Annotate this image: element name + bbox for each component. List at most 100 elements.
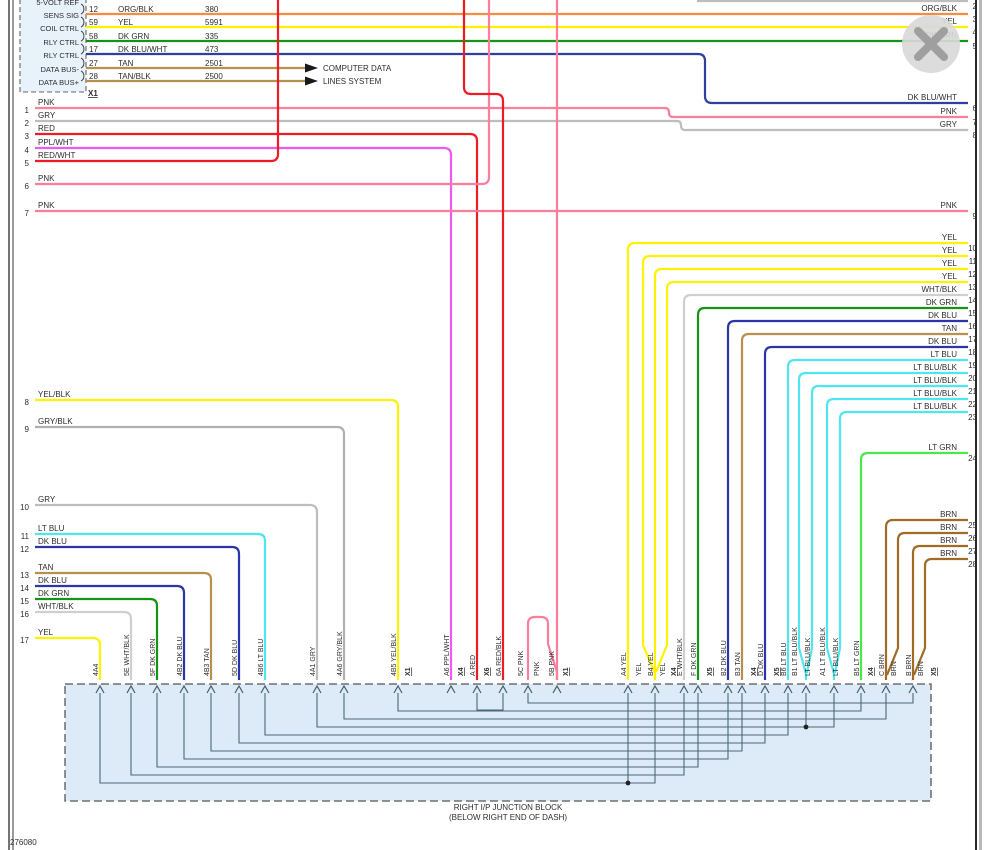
bottom-pin-label: E WHT/BLK: [677, 638, 684, 676]
bottom-pin-label: A RED: [470, 655, 477, 676]
junction-block: RIGHT I/P JUNCTION BLOCK (BELOW RIGHT EN…: [64, 683, 932, 822]
pcm-pin-brackets: [80, 3, 85, 82]
bottom-pin-label: 6A RED/BLK: [496, 636, 503, 676]
bus-jumper: [476, 693, 504, 711]
pcm-pin-number: 17: [89, 45, 98, 54]
bus-line: [99, 693, 656, 784]
wire-dkblu-r16: [726, 319, 968, 680]
wire-pnk-1: [35, 106, 968, 119]
pcm-label: RLY CTRL: [43, 51, 79, 60]
bus-line: [183, 693, 729, 760]
bottom-pin-label: 4A4: [93, 663, 100, 676]
pcm-label: DATA BUS+: [39, 78, 80, 87]
wire-dkblu-14: [35, 584, 186, 680]
bottom-pin-label: YEL: [636, 663, 643, 676]
pin-number: 28: [968, 560, 977, 569]
wire-whtblk-r14: [682, 293, 968, 680]
wire-yel-r13: [654, 280, 968, 673]
bottom-pin-label: B1 LT BLU/BLK: [792, 627, 799, 676]
junction-block-caption: RIGHT I/P JUNCTION BLOCK: [454, 803, 563, 812]
wire-yel-17: [35, 636, 102, 680]
wire-color-label: WHT/BLK: [921, 285, 957, 294]
pin-number: 5: [25, 159, 30, 168]
close-icon[interactable]: [914, 27, 948, 61]
bus-line: [210, 693, 743, 752]
pin-number: 12: [968, 270, 977, 279]
bottom-pin-label: 4B2 DK BLU: [177, 636, 184, 676]
wire-brn-r27: [911, 544, 968, 680]
bottom-pin-label: 5F DK GRN: [150, 639, 157, 676]
wire-brn-r25: [884, 518, 968, 680]
bottom-pin-label: D DK BLU: [758, 644, 765, 676]
pin-number: 1: [25, 106, 30, 115]
wire-color-label: PPL/WHT: [38, 138, 74, 147]
bottom-pin-label: 5C PNK: [518, 650, 525, 676]
pin-number: 4: [973, 28, 978, 37]
wire-color-label: BRN: [940, 510, 957, 519]
wire-redwht-5: [35, 0, 280, 163]
pin-number: 7: [973, 118, 978, 127]
bottom-pin-label: B5 LT GRN: [854, 640, 861, 676]
wire-redblk-top: [462, 0, 505, 680]
pin-number: 23: [968, 413, 977, 422]
connector-label: X5: [774, 667, 781, 676]
pcm-pin-number: 27: [89, 59, 98, 68]
pin-number: 27: [968, 547, 977, 556]
wire-dkbluwht-473: [86, 52, 968, 105]
right-pin-annotations: 2 3 ORG/BLK 4 YEL 5 DK GRN 6 DK BLU/WHT 7 PNK…: [908, 2, 978, 569]
wire-dkgrn-r15: [696, 306, 968, 680]
connector-label: X1: [563, 667, 570, 676]
pin-number: 9: [25, 425, 30, 434]
wire-color-label: TAN: [118, 59, 134, 68]
bottom-pin-label: B3 TAN: [735, 652, 742, 676]
pin-number: 2: [973, 2, 978, 11]
wire-color-label: YEL: [118, 18, 134, 27]
circuit-number: 2501: [205, 59, 223, 68]
pin-number: 17: [968, 335, 977, 344]
bottom-pin-label: LT BLU/BLK: [833, 637, 840, 676]
connector-id-x1: X1: [88, 89, 98, 98]
bottom-pin-label: 4A6 GRY/BLK: [337, 631, 344, 676]
wire-yelblk-8: [35, 398, 400, 680]
pcm-label: RLY CTRL: [43, 38, 79, 47]
pin-number: 6: [25, 182, 30, 191]
bus-line: [156, 693, 699, 768]
wire-color-label: DK GRN: [118, 32, 149, 41]
wire-color-label: DK BLU: [38, 537, 67, 546]
wire-color-label: RED/WHT: [38, 151, 75, 160]
bus-line: [264, 693, 789, 736]
pin-number: 11: [969, 257, 978, 266]
wire-dkblu-r18: [763, 345, 968, 680]
wire-ltblublk-r20: [797, 371, 968, 680]
pcm-pin-number: 59: [89, 18, 98, 27]
bus-line: [397, 693, 862, 712]
pin-number: 22: [968, 400, 977, 409]
pin-number: 19: [968, 361, 977, 370]
pin-number: 10: [968, 244, 977, 253]
wire-color-label: LT BLU/BLK: [913, 363, 957, 372]
bottom-pin-label: 5B PNK: [549, 651, 556, 676]
pin-number: 26: [968, 534, 977, 543]
bottom-pin-labels: 4A4 5E WHT/BLK 5F DK GRN 4B2 DK BLU 4B3 …: [93, 627, 938, 676]
pin-number: 7: [25, 209, 30, 218]
bottom-pin-label: B4 YEL: [648, 652, 655, 676]
pin-number: 14: [20, 584, 29, 593]
pcm-label: 5-VOLT REF: [36, 0, 79, 7]
wire-color-label: YEL/BLK: [38, 390, 71, 399]
pin-number: 9: [973, 212, 978, 221]
wire-tan-r17: [740, 332, 968, 680]
wire-color-label: LT BLU: [38, 524, 65, 533]
pin-arrow-icons: [95, 684, 918, 694]
wire-ltblublk-r21: [805, 384, 968, 674]
wire-color-label: YEL: [942, 233, 958, 242]
close-button[interactable]: [902, 15, 960, 73]
pin-number: 4: [25, 146, 30, 155]
wire-color-label: GRY/BLK: [38, 417, 73, 426]
pin-number: 3: [973, 15, 978, 24]
bottom-pin-label: B6 LT BLU: [781, 642, 788, 676]
pin-number: 16: [968, 322, 977, 331]
wire-color-label: YEL: [942, 272, 958, 281]
pcm-label: DATA BUS-: [41, 65, 80, 74]
wire-color-label: PNK: [941, 201, 958, 210]
